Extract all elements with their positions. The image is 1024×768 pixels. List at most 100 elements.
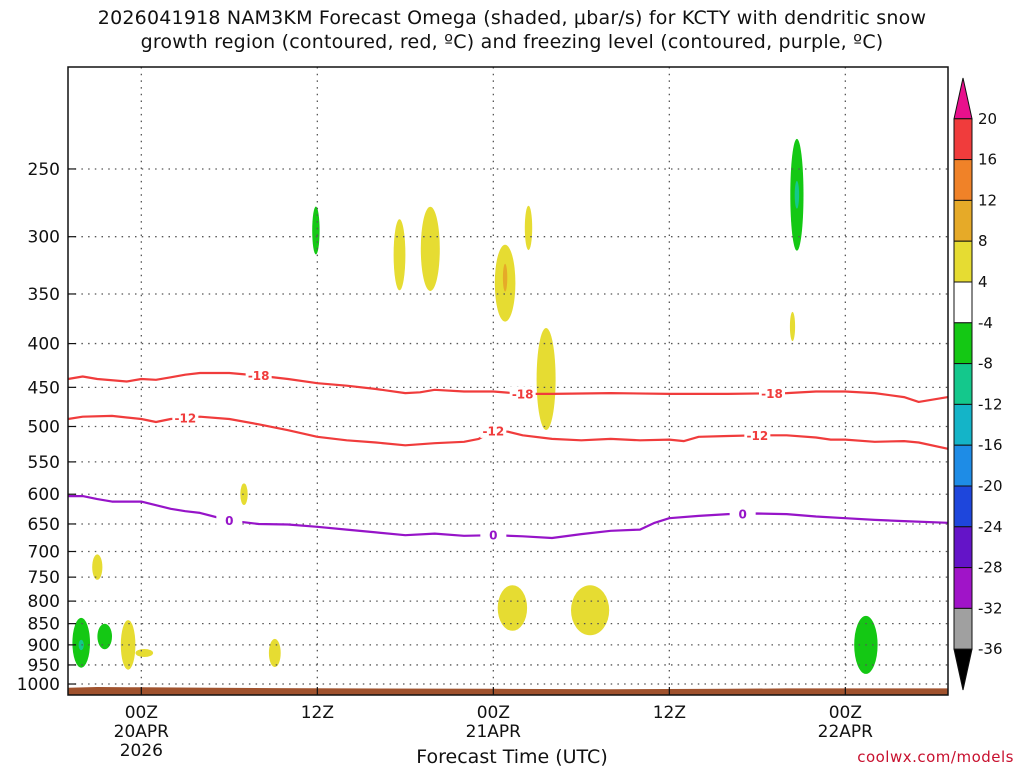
terrain-fill <box>68 687 948 695</box>
omega-blob <box>794 180 800 209</box>
y-tick-label: 750 <box>28 568 60 588</box>
colorbar-swatch <box>953 159 973 201</box>
y-tick-label: 900 <box>28 636 60 656</box>
contour-dgz-bottom <box>67 414 949 450</box>
y-tick-label: 700 <box>28 543 60 563</box>
site-credit: coolwx.com/models <box>857 748 1014 766</box>
contour-label: 0 <box>738 507 746 521</box>
omega-blob <box>497 585 528 631</box>
colorbar-swatch <box>953 567 973 609</box>
y-tick-label: 850 <box>28 615 60 635</box>
colorbar-label: -28 <box>978 559 1003 577</box>
contour-label: -12 <box>482 424 504 438</box>
contour-label-bg <box>509 386 536 401</box>
chart-title-line-2: growth region (contoured, red, ºC) and f… <box>140 31 884 53</box>
contour-label: -12 <box>746 429 768 443</box>
y-tick-label: 250 <box>28 160 60 180</box>
contour-label-bg <box>245 368 272 383</box>
colorbar-label: 20 <box>978 110 997 128</box>
contour-label: -18 <box>248 369 270 383</box>
colorbar-label: 12 <box>978 191 997 209</box>
omega-blob <box>78 639 84 651</box>
colorbar-swatch <box>953 526 973 569</box>
colorbar-swatch <box>953 322 973 365</box>
y-tick-label: 550 <box>28 453 60 473</box>
colorbar-label: 4 <box>978 273 988 291</box>
omega-blob <box>135 649 154 657</box>
chart-title-line-1: 2026041918 NAM3KM Forecast Omega (shaded… <box>97 7 927 29</box>
y-tick-label: 950 <box>28 656 60 676</box>
omega-blob <box>502 263 508 292</box>
colorbar-swatch <box>953 363 973 405</box>
colorbar-swatch <box>953 485 973 528</box>
y-tick-label: 350 <box>28 285 60 305</box>
contour-label-bg <box>744 428 771 443</box>
x-tick-label: 00Z <box>125 703 158 723</box>
y-tick-label: 800 <box>28 592 60 612</box>
y-tick-label: 650 <box>28 515 60 535</box>
contour-label: -12 <box>174 411 196 425</box>
y-tick-label: 1000 <box>17 675 60 695</box>
contour-label: -18 <box>761 387 783 401</box>
x-axis-label: Forecast Time (UTC) <box>416 746 608 768</box>
colorbar-swatch <box>953 199 973 242</box>
colorbar-swatch <box>953 403 973 446</box>
colorbar-swatch <box>953 444 973 487</box>
y-tick-label: 400 <box>28 335 60 355</box>
colorbar-label: -32 <box>978 599 1003 617</box>
y-tick-label: 300 <box>28 228 60 248</box>
x-tick-label: 00Z <box>829 703 862 723</box>
contour-label: 0 <box>225 514 233 528</box>
axes: 2503003504004505005506006507007508008509… <box>17 66 949 761</box>
y-tick-label: 500 <box>28 417 60 437</box>
omega-blob <box>120 620 136 670</box>
x-tick-date: 21APR <box>466 722 522 742</box>
colorbar-swatch <box>953 281 973 324</box>
colorbar-label: -8 <box>978 355 993 373</box>
grid-lines <box>68 67 948 695</box>
contour-label: 0 <box>489 529 497 543</box>
colorbar-label: -4 <box>978 314 993 332</box>
colorbar-label: -12 <box>978 395 1003 413</box>
omega-blob <box>268 638 281 668</box>
colorbar-swatch <box>953 240 973 283</box>
omega-blob <box>420 206 440 291</box>
x-tick-date: 20APR <box>114 722 170 742</box>
plot-frame <box>67 66 949 696</box>
colorbar: 20 16 12 8 4 -4 -8 -12 -16 -20 -24 -28 -32 -36 <box>953 77 1003 691</box>
contour-label-bg <box>729 506 756 521</box>
x-tick-year: 2026 <box>120 741 163 761</box>
x-tick-date: 22APR <box>818 722 874 742</box>
y-tick-label: 450 <box>28 378 60 398</box>
colorbar-label: 8 <box>978 232 988 250</box>
colorbar-label: 16 <box>978 151 997 169</box>
contour-label: -18 <box>512 387 534 401</box>
x-tick-label: 12Z <box>653 703 686 723</box>
terrain-layer <box>68 687 948 695</box>
colorbar-label: -24 <box>978 518 1003 536</box>
omega-blob <box>393 219 406 291</box>
x-tick-label: 00Z <box>477 703 510 723</box>
x-tick-label: 12Z <box>301 703 334 723</box>
colorbar-label: -36 <box>978 640 1003 658</box>
contour-label-bg <box>759 386 785 401</box>
colorbar-label: -16 <box>978 436 1003 454</box>
contour-lines: -18 -18 -18 -12 -12 -12 0 0 0 <box>67 368 949 543</box>
contour-label-bg <box>480 423 507 438</box>
contour-dgz-top <box>67 371 949 403</box>
omega-blob <box>240 483 248 506</box>
omega-blob <box>97 623 112 650</box>
omega-blob <box>536 328 556 430</box>
omega-shading <box>72 138 878 674</box>
omega-blob <box>312 206 320 255</box>
contour-label-bg <box>480 528 507 543</box>
colorbar-swatch <box>953 118 973 161</box>
omega-blob <box>524 205 533 251</box>
contour-label-bg <box>172 410 199 425</box>
chart-title: 2026041918 NAM3KM Forecast Omega (shaded… <box>0 6 1024 54</box>
omega-blob <box>789 311 796 342</box>
contour-freezing-level <box>68 495 949 540</box>
colorbar-label: -20 <box>978 477 1003 495</box>
colorbar-swatch <box>953 607 973 650</box>
